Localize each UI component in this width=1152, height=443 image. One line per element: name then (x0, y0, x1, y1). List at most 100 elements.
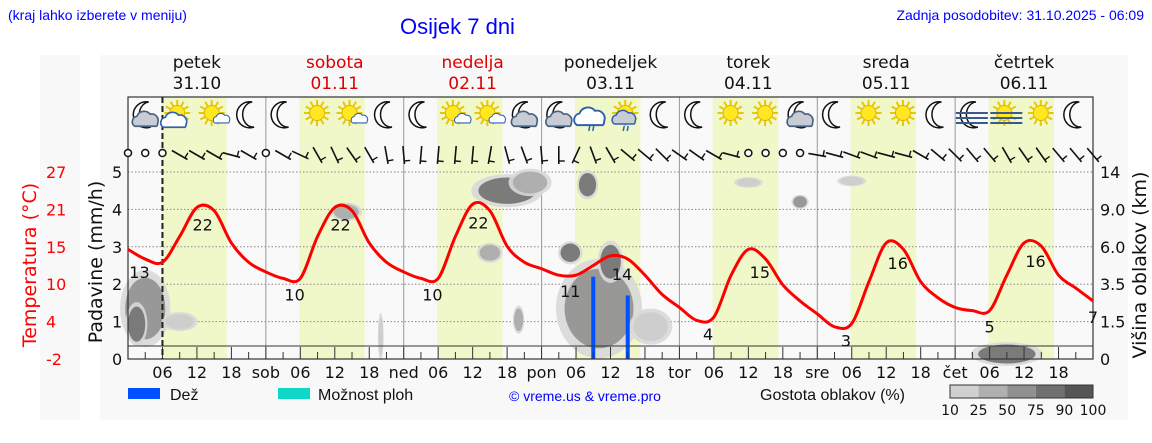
sun-icon (860, 105, 877, 121)
weather-icon-moon (649, 101, 668, 129)
sun-ray (1047, 116, 1053, 121)
wind-barb-feather (736, 150, 740, 157)
copyright-link[interactable]: © vreme.us & vreme.pro (509, 388, 661, 404)
sun-ray (1033, 101, 1038, 107)
temperature-label: 16 (1025, 252, 1045, 271)
hour-label: 12 (876, 363, 896, 382)
weather-icon-moon-fog (955, 101, 988, 129)
sun-icon (1032, 105, 1049, 121)
sun-ray (771, 105, 777, 110)
wind-barb-feather (488, 160, 495, 163)
temperature-tick: 21 (46, 200, 66, 219)
moon-icon (408, 101, 427, 129)
day-abbr-label: tor (668, 363, 691, 382)
sun-ray (753, 105, 759, 110)
moon-icon (270, 101, 289, 129)
sun-ray (183, 105, 189, 110)
wind-barb-feather (1096, 155, 1102, 161)
temperature-tick: 15 (46, 238, 66, 257)
wind-barb-feather (253, 152, 258, 159)
sun-ray (320, 101, 325, 107)
last-updated: Zadnja posodobitev: 31.10.2025 - 06:09 (896, 7, 1144, 23)
sun-ray (441, 116, 447, 121)
temperature-label: 7 (1088, 308, 1098, 327)
sun-ray (718, 116, 725, 121)
wind-barb-feather (613, 156, 620, 161)
rain-legend-swatch (128, 388, 160, 399)
hour-label: 06 (152, 363, 172, 382)
wind-barb-feather (975, 155, 982, 161)
day-date: 04.11 (724, 74, 773, 94)
weather-icon-moon (925, 101, 944, 129)
day-name: sobota (306, 53, 364, 73)
sun-ray (445, 101, 450, 107)
wind-calm-icon (158, 148, 167, 158)
hour-label: 12 (600, 363, 620, 382)
temperature-label: 5 (985, 318, 995, 337)
cloud-height-tick: 0 (1100, 350, 1110, 369)
hour-label: 06 (842, 363, 862, 382)
wind-barb-feather (822, 150, 825, 157)
hour-label: 12 (187, 363, 207, 382)
wind-barb-feather (1079, 155, 1085, 161)
sun-ray (992, 105, 998, 110)
day-date: 06.11 (1000, 74, 1049, 94)
cloud-blob (128, 306, 146, 342)
wind-barb-feather (218, 152, 223, 159)
wind-barb-feather (287, 152, 292, 159)
sun-ray (909, 105, 915, 110)
wind-calm-icon (123, 148, 133, 158)
wind-calm-icon (761, 148, 770, 158)
cloud-blob (479, 244, 501, 261)
cloud-blob (333, 204, 359, 220)
cloud-height-tick: 1.5 (1100, 313, 1125, 332)
sun-ray (768, 101, 773, 107)
weather-icon-sun (855, 100, 882, 126)
day-date: 31.10 (173, 74, 222, 94)
sun-ray (493, 105, 500, 110)
wind-barb-feather (201, 152, 206, 159)
hour-label: 06 (566, 363, 586, 382)
wind-calm-icon (261, 148, 271, 158)
wind-barb-icon (637, 148, 653, 162)
temperature-tick: 10 (46, 275, 66, 294)
sun-ray (628, 101, 633, 107)
sun-ray (856, 116, 863, 121)
sun-ray (204, 119, 209, 125)
moon-icon (925, 101, 944, 129)
sun-ray (871, 119, 876, 125)
sun-ray (199, 105, 206, 110)
cloud-icon (611, 109, 637, 125)
day-name: ponedeljek (564, 53, 658, 73)
sun-ray (723, 101, 728, 107)
hour-label: 12 (1014, 363, 1034, 382)
wind-barb-feather (649, 153, 654, 160)
cloud-icon (454, 112, 472, 124)
hour-label: 18 (1048, 363, 1068, 382)
moon-icon (684, 101, 703, 129)
sun-ray (996, 101, 1002, 107)
temperature-tick: 4 (46, 313, 56, 332)
sun-icon (309, 105, 326, 121)
sun-ray (323, 116, 329, 121)
cloud-blob (600, 244, 621, 279)
sun-ray (475, 116, 481, 121)
wind-barb-feather (508, 158, 515, 162)
hour-label: 18 (773, 363, 793, 382)
sun-ray (1029, 105, 1035, 110)
weather-icon-sun-small-cloud (336, 100, 369, 126)
temperature-label: 3 (841, 332, 851, 351)
sun-ray (475, 105, 481, 110)
wind-barb-feather (873, 151, 878, 158)
wind-barb-feather (404, 159, 411, 162)
sun-ray (874, 116, 881, 121)
wind-barb-icon (843, 151, 861, 159)
weather-icon-sun (889, 100, 916, 126)
hour-label: 12 (325, 363, 345, 382)
hour-label: 06 (704, 363, 724, 382)
sun-ray (320, 119, 325, 125)
temperature-label: 22 (192, 216, 212, 235)
sun-ray (737, 116, 743, 121)
daylight-band (988, 97, 1054, 359)
wind-barb-feather (236, 150, 240, 157)
